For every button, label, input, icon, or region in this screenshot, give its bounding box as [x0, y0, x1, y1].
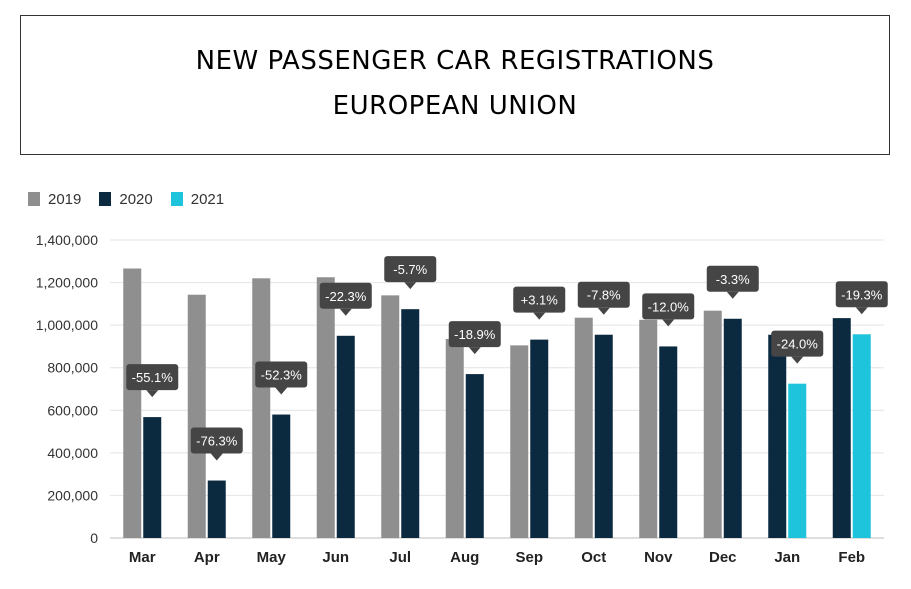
change-label: -5.7% — [393, 262, 427, 277]
bar-2019-jul — [381, 295, 400, 538]
y-tick-label: 400,000 — [47, 445, 98, 461]
bar-2020-dec — [723, 318, 742, 538]
change-label-pointer — [855, 307, 868, 315]
bar-2019-may — [252, 278, 271, 538]
change-label: -7.8% — [587, 288, 621, 303]
chart-title-line-1: NEW PASSENGER CAR REGISTRATIONS — [195, 46, 715, 76]
title-box: NEW PASSENGER CAR REGISTRATIONS EUROPEAN… — [20, 15, 890, 155]
legend-item-2019: 2019 — [28, 191, 81, 208]
x-tick-label: Aug — [450, 549, 479, 566]
y-tick-label: 600,000 — [47, 402, 98, 418]
change-label-pointer — [468, 347, 481, 355]
change-label-box — [771, 330, 824, 357]
change-label: -22.3% — [325, 289, 367, 304]
change-label: -24.0% — [777, 337, 819, 352]
change-label: -52.3% — [261, 368, 303, 383]
y-tick-label: 1,000,000 — [36, 317, 98, 333]
bar-2019-sep — [510, 345, 529, 538]
change-label-pointer — [662, 319, 675, 327]
change-label: -18.9% — [454, 327, 496, 342]
legend-label-2021: 2021 — [190, 190, 225, 208]
change-label-box — [835, 281, 888, 308]
x-tick-label: Sep — [515, 549, 543, 566]
legend-swatch-2020 — [99, 192, 112, 206]
x-tick-label: May — [257, 549, 287, 566]
change-label-box — [384, 256, 437, 283]
legend-item-2021: 2021 — [170, 190, 225, 208]
change-label-pointer — [275, 387, 288, 395]
bar-2020-aug — [465, 374, 484, 538]
change-label-box — [190, 427, 243, 454]
change-label: -19.3% — [841, 287, 883, 302]
change-label-box — [255, 361, 308, 388]
y-tick-label: 1,200,000 — [36, 275, 98, 291]
x-tick-label: Nov — [644, 549, 673, 566]
y-tick-label: 0 — [90, 530, 98, 546]
change-label-box — [319, 282, 372, 309]
x-tick-label: Jul — [389, 549, 411, 566]
change-label: -3.3% — [716, 272, 750, 287]
bar-2019-jun — [316, 277, 335, 538]
bar-2020-jul — [401, 309, 420, 538]
change-label-pointer — [339, 308, 352, 316]
change-label: -55.1% — [132, 370, 174, 385]
bar-2020-apr — [207, 480, 226, 538]
change-label: +3.1% — [521, 293, 559, 308]
bar-2020-nov — [659, 346, 678, 538]
legend-swatch-2021 — [170, 192, 183, 206]
y-tick-label: 200,000 — [47, 487, 98, 503]
legend-item-2020: 2020 — [99, 190, 153, 208]
chart-title-line-2: EUROPEAN UNION — [332, 91, 578, 121]
y-tick-label: 800,000 — [47, 360, 98, 376]
bar-2020-mar — [143, 417, 162, 538]
change-label-pointer — [533, 312, 546, 320]
x-tick-label: Apr — [194, 549, 220, 566]
bar-2020-oct — [594, 334, 613, 538]
change-label-pointer — [210, 453, 223, 461]
bar-2020-feb — [832, 318, 851, 538]
x-tick-label: Dec — [709, 549, 737, 566]
change-label-box — [513, 286, 566, 313]
bar-2020-jun — [336, 335, 355, 538]
change-label-pointer — [726, 291, 739, 299]
bar-2020-may — [272, 414, 291, 538]
change-label-pointer — [404, 282, 417, 290]
x-tick-label: Mar — [129, 549, 156, 566]
x-tick-label: Jun — [322, 549, 349, 566]
change-label: -76.3% — [196, 434, 238, 449]
legend-label-2019: 2019 — [48, 190, 82, 208]
bar-2019-aug — [445, 338, 464, 538]
chart-legend: 2019 2020 2021 — [28, 188, 242, 210]
bar-2019-mar — [123, 268, 142, 538]
change-label-box — [642, 293, 695, 320]
bar-2019-oct — [574, 317, 593, 538]
x-tick-label: Feb — [838, 549, 865, 566]
bar-2021-jan — [788, 383, 807, 538]
bar-2021-feb — [852, 334, 871, 538]
bar-2019-nov — [639, 319, 658, 538]
x-tick-label: Jan — [774, 549, 800, 566]
bar-2019-apr — [187, 294, 206, 538]
change-label-box — [706, 265, 759, 292]
y-tick-label: 1,400,000 — [36, 232, 98, 248]
bar-2019-dec — [703, 310, 722, 538]
change-label-box — [577, 281, 630, 308]
bar-2020-jan — [768, 334, 787, 538]
legend-swatch-2019 — [28, 192, 40, 206]
change-label-pointer — [791, 356, 804, 364]
change-label-box — [126, 364, 179, 391]
change-label-pointer — [146, 390, 159, 398]
change-label-box — [448, 321, 501, 348]
bar-2020-sep — [530, 339, 549, 538]
x-tick-label: Oct — [581, 549, 606, 566]
legend-label-2020: 2020 — [119, 190, 153, 208]
change-label: -12.0% — [648, 299, 690, 314]
change-label-pointer — [597, 307, 610, 315]
